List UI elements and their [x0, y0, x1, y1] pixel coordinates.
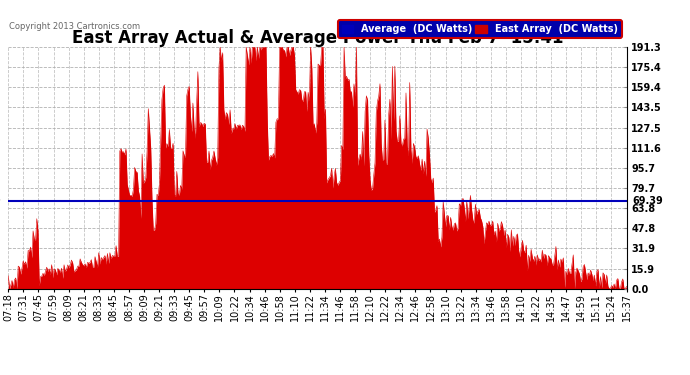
Text: 69.39: 69.39 [633, 196, 664, 206]
Text: 69.39: 69.39 [0, 196, 1, 206]
Legend: Average  (DC Watts), East Array  (DC Watts): Average (DC Watts), East Array (DC Watts… [337, 20, 622, 38]
Title: East Array Actual & Average Power Thu Feb 7  15:41: East Array Actual & Average Power Thu Fe… [72, 29, 563, 47]
Text: Copyright 2013 Cartronics.com: Copyright 2013 Cartronics.com [9, 22, 140, 31]
